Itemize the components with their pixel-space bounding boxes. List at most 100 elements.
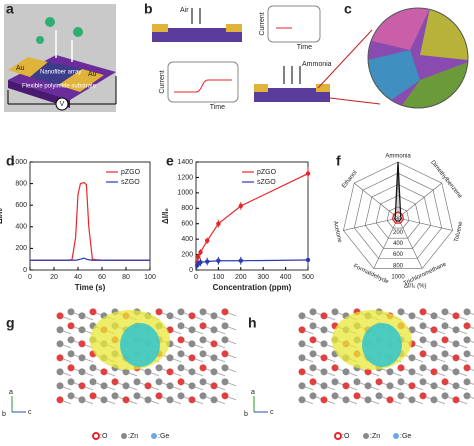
atom: [331, 392, 339, 400]
atom: [177, 336, 185, 344]
grid-ring: [364, 184, 432, 249]
r-tick-label: 200: [393, 230, 404, 236]
atom: [342, 382, 350, 390]
legend-marker: [151, 433, 157, 439]
atom: [408, 368, 416, 376]
atom: [452, 368, 460, 376]
atom: [100, 382, 108, 390]
atom: [89, 392, 97, 400]
atom: [419, 364, 427, 372]
atom: [188, 326, 196, 334]
atom: [430, 326, 438, 334]
panel-label: a: [6, 1, 14, 17]
atom: [210, 312, 218, 320]
marker: [305, 257, 311, 263]
y-tick-label: 0: [189, 267, 193, 274]
atom: [144, 396, 152, 404]
atom: [452, 354, 460, 362]
atom: [441, 322, 449, 330]
micrograph: [368, 8, 468, 108]
atom: [89, 378, 97, 386]
atom: [122, 382, 130, 390]
legend-label: :Ge: [400, 433, 411, 440]
grid-ring: [353, 172, 443, 259]
trace: [174, 79, 232, 93]
atom: [342, 368, 350, 376]
grid-ring: [343, 161, 453, 269]
axis-label: a: [251, 389, 255, 396]
atom: [56, 354, 64, 362]
atom: [210, 354, 218, 362]
atom: [452, 396, 460, 404]
atom: [188, 368, 196, 376]
legend-marker: [393, 433, 399, 439]
atom: [177, 364, 185, 372]
substrate-edge: [8, 80, 70, 108]
atom: [67, 392, 75, 400]
atom: [166, 368, 174, 376]
atom: [188, 340, 196, 348]
panel-label: g: [6, 315, 15, 331]
r-tick-label: 1000: [391, 275, 405, 281]
atom: [78, 340, 86, 348]
r-tick-label: 600: [393, 252, 404, 258]
atom: [221, 308, 229, 316]
atom: [463, 392, 471, 400]
atom: [56, 326, 64, 334]
atom: [166, 382, 174, 390]
marker: [216, 221, 221, 226]
x-tick-label: 300: [257, 274, 269, 281]
y-tick-label: 200: [15, 245, 27, 252]
series-area: [391, 211, 405, 224]
atom: [320, 312, 328, 320]
x-tick-label: 200: [235, 274, 247, 281]
graph-box: [167, 61, 239, 103]
atom: [342, 396, 350, 404]
atom: [177, 392, 185, 400]
label: Current: [159, 70, 166, 93]
label: Time: [210, 104, 225, 111]
atom: [67, 378, 75, 386]
structures: [56, 308, 474, 405]
y-axis-label: ΔI/I₀: [0, 208, 4, 224]
atom: [56, 340, 64, 348]
atom: [56, 396, 64, 404]
atom: [441, 308, 449, 316]
x-tick-label: 500: [302, 274, 314, 281]
atom: [430, 368, 438, 376]
atom: [309, 308, 317, 316]
zoom-line: [317, 29, 373, 89]
atom: [78, 312, 86, 320]
legend-marker: [121, 433, 127, 439]
legend-label: pZGO: [121, 169, 141, 176]
y-tick-label: 800: [181, 205, 193, 212]
electrode: [58, 69, 104, 92]
atom: [452, 382, 460, 390]
atom: [463, 308, 471, 316]
legend: [92, 432, 399, 440]
electrode: [152, 24, 168, 32]
atom: [463, 336, 471, 344]
atom: [419, 308, 427, 316]
series-line: [30, 181, 150, 261]
atom: [177, 322, 185, 330]
electrode: [316, 84, 330, 92]
atom: [221, 350, 229, 358]
atom: [199, 378, 207, 386]
atom: [320, 326, 328, 334]
atom: [221, 378, 229, 386]
y-axis-label: ΔI/I₀: [161, 208, 170, 224]
atom: [408, 396, 416, 404]
atom: [397, 392, 405, 400]
atom: [166, 312, 174, 320]
label: Au: [16, 65, 25, 72]
atom: [122, 396, 130, 404]
panel-label: f: [336, 153, 341, 169]
atom: [386, 382, 394, 390]
y-tick-label: 600: [15, 202, 27, 209]
atom: [309, 364, 317, 372]
atom: [441, 350, 449, 358]
atom: [331, 378, 339, 386]
atom: [353, 392, 361, 400]
device: [152, 28, 242, 42]
